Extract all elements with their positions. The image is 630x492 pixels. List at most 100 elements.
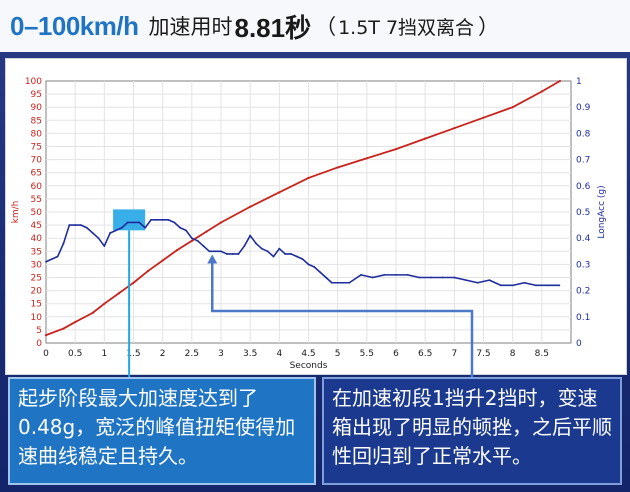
- data-point-longacc: [208, 250, 211, 253]
- data-point-speed: [103, 302, 106, 305]
- y-left-tick-label: 75: [31, 143, 42, 153]
- x-tick-label: 6: [393, 349, 399, 359]
- x-tick-label: 1.5: [126, 349, 140, 359]
- data-point-speed: [482, 116, 485, 119]
- annotation-left: 起步阶段最大加速度达到了0.48g，宽泛的峰值扭矩使得加速曲线稳定且持久。: [8, 377, 316, 485]
- data-point-longacc: [202, 245, 205, 247]
- x-tick-label: 8.5: [535, 349, 549, 359]
- data-point-speed: [117, 292, 121, 295]
- y-left-tick-label: 55: [31, 195, 42, 205]
- data-point-longacc: [249, 234, 252, 237]
- x-tick-label: 1: [101, 349, 107, 359]
- data-point-longacc: [295, 255, 298, 258]
- data-point-longacc: [465, 279, 467, 282]
- data-point-longacc: [418, 276, 421, 279]
- y-left-axis-label: km/h: [11, 201, 21, 224]
- data-point-longacc: [558, 284, 561, 287]
- data-point-longacc: [476, 281, 479, 284]
- annotation-right: 在加速初段1挡升2挡时，变速箱出现了明显的顿挫，之后平顺性回归到了正常水平。: [322, 377, 622, 485]
- data-point-longacc: [50, 258, 53, 261]
- data-point-longacc: [371, 276, 374, 279]
- data-point-longacc: [284, 253, 287, 255]
- y-right-tick-label: 0.9: [576, 103, 591, 113]
- data-point-longacc: [144, 226, 147, 229]
- y-left-tick-label: 15: [31, 300, 42, 310]
- x-tick-label: 8: [510, 349, 516, 359]
- data-point-longacc: [62, 242, 65, 245]
- data-point-speed: [132, 281, 135, 284]
- data-point-longacc: [120, 226, 123, 229]
- data-point-longacc: [313, 266, 316, 268]
- y-left-tick-label: 45: [31, 221, 42, 231]
- x-tick-label: 3: [218, 349, 224, 359]
- data-point-longacc: [179, 226, 182, 229]
- data-point-longacc: [91, 232, 94, 234]
- y-right-tick-label: 0.4: [576, 234, 591, 244]
- data-point-longacc: [155, 218, 158, 221]
- y-left-tick-label: 80: [31, 129, 43, 139]
- y-left-tick-label: 25: [31, 274, 42, 284]
- y-left-tick-label: 10: [31, 313, 43, 323]
- y-left-tick-label: 35: [31, 247, 42, 257]
- y-right-tick-label: 0: [576, 339, 582, 349]
- data-point-longacc: [56, 255, 59, 258]
- data-point-longacc: [74, 224, 77, 227]
- y-left-tick-label: 5: [36, 326, 42, 336]
- data-point-speed: [62, 327, 65, 330]
- data-point-longacc: [109, 232, 112, 234]
- y-left-tick-label: 60: [31, 182, 43, 192]
- data-point-longacc: [243, 245, 246, 247]
- data-point-speed: [558, 79, 562, 83]
- data-point-longacc: [115, 229, 117, 232]
- data-point-longacc: [220, 250, 222, 253]
- data-point-longacc: [80, 224, 82, 227]
- title-bar: 0–100km/h 加速用时 8.81秒 （ 1.5T 7挡双离合 ）: [0, 0, 630, 52]
- data-point-longacc: [336, 281, 339, 284]
- data-point-speed: [146, 269, 150, 273]
- y-left-tick-label: 20: [31, 287, 43, 297]
- data-point-longacc: [225, 253, 228, 255]
- x-tick-label: 7: [451, 349, 457, 359]
- data-point-longacc: [138, 221, 141, 224]
- data-point-longacc: [272, 255, 275, 258]
- data-point-longacc: [266, 250, 269, 253]
- data-point-longacc: [500, 284, 502, 287]
- data-point-longacc: [546, 284, 549, 287]
- data-point-speed: [336, 166, 339, 169]
- data-point-speed: [511, 106, 514, 109]
- data-point-longacc: [185, 229, 187, 232]
- data-point-speed: [540, 90, 543, 93]
- data-point-longacc: [395, 273, 397, 276]
- x-tick-label: 5.5: [360, 349, 374, 359]
- data-point-longacc: [85, 226, 88, 229]
- data-point-longacc: [488, 279, 491, 282]
- data-point-speed: [190, 239, 193, 242]
- title-transmission: 1.5T 7挡双离合: [338, 16, 475, 39]
- data-point-longacc: [453, 276, 456, 279]
- data-point-longacc: [441, 276, 444, 279]
- data-point-speed: [307, 176, 310, 180]
- data-point-speed: [249, 205, 252, 208]
- y-left-tick-label: 50: [31, 208, 43, 218]
- y-right-tick-label: 0.1: [576, 313, 590, 323]
- data-point-longacc: [301, 258, 304, 261]
- y-left-tick-label: 90: [31, 103, 43, 113]
- chart-panel: 0 5 10 15 20 25 30 35 40 45 50 55 60 65 70 75 80 85 90 95 10…: [5, 58, 627, 375]
- y-left-tick-label: 65: [31, 169, 42, 179]
- x-tick-label: 0.5: [68, 349, 82, 359]
- y-right-tick-label: 0.2: [576, 287, 590, 297]
- data-point-longacc: [190, 237, 193, 240]
- data-point-longacc: [167, 218, 170, 221]
- x-tick-label: 2.5: [185, 349, 199, 359]
- x-tick-label: 7.5: [476, 349, 490, 359]
- data-point-speed: [278, 191, 281, 194]
- x-tick-label: 5: [335, 349, 341, 359]
- data-point-longacc: [45, 260, 47, 263]
- y-right-tick-label: 0.8: [576, 129, 591, 139]
- data-point-longacc: [68, 224, 71, 227]
- y-right-tick-label: 0.6: [576, 182, 591, 192]
- y-right-axis-label: LongAcc (g): [597, 185, 607, 238]
- data-point-longacc: [237, 253, 240, 255]
- acceleration-chart: 0510152025303540455055606570758085909510…: [11, 77, 607, 371]
- y-left-tick-label: 30: [31, 260, 43, 270]
